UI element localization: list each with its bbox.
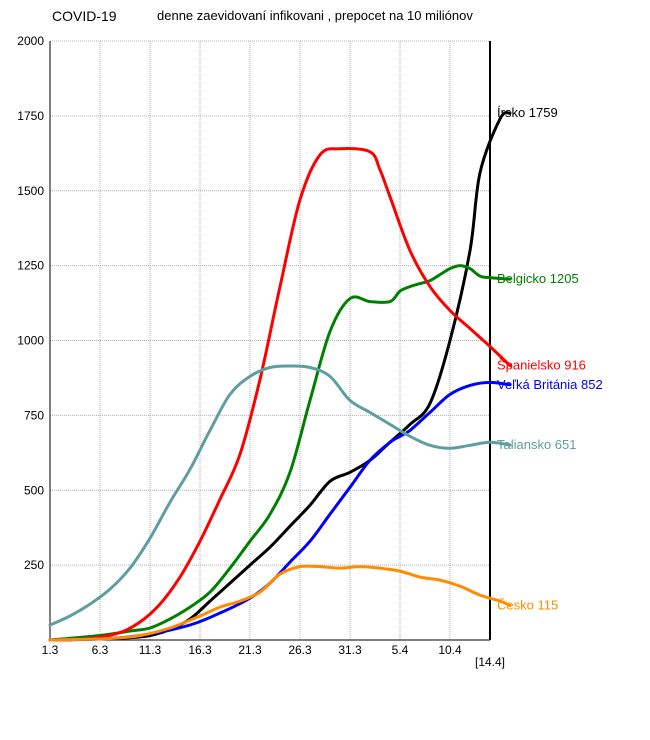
series-label-spanielsko: Španielsko 916 xyxy=(497,358,586,373)
series-label-cesko: Česko 115 xyxy=(497,598,558,613)
x-tick-label: 1.3 xyxy=(42,643,59,657)
y-tick-label: 500 xyxy=(24,483,44,497)
x-tick-label: 10.4 xyxy=(438,643,462,657)
y-tick-label: 1750 xyxy=(17,109,44,123)
chart-subtitle: denne zaevidovaní infikovani , prepocet … xyxy=(157,8,473,23)
series-line-cesko xyxy=(48,564,512,642)
x-tick-label: 11.3 xyxy=(139,643,162,657)
series-label-velka-britania: Veľká Británia 852 xyxy=(497,377,603,392)
y-tick-label: 750 xyxy=(24,408,44,422)
series-line-spanielsko xyxy=(48,147,512,642)
y-tick-label: 1500 xyxy=(17,184,44,198)
series-line-irsko xyxy=(48,111,512,642)
series-label-belgicko: Belgicko 1205 xyxy=(497,271,579,286)
y-tick-label: 1250 xyxy=(17,259,44,273)
series-label-taliansko: Taliansko 651 xyxy=(497,437,577,452)
series-line-taliansko xyxy=(48,364,512,627)
series-layer xyxy=(48,111,512,642)
axis-layer: 250 500 750 1000 1250 1500 1750 2000 1.3 6.3 11.3 1… xyxy=(17,34,505,669)
x-end-label: [14.4] xyxy=(475,655,505,669)
series-label-irsko: Írsko 1759 xyxy=(497,105,558,120)
chart-title: COVID-19 xyxy=(52,8,117,24)
series-line-velka-britania xyxy=(48,380,512,642)
x-tick-label: 21.3 xyxy=(238,643,262,657)
series-line-belgicko xyxy=(48,264,512,642)
x-tick-label: 26.3 xyxy=(288,643,312,657)
y-tick-label: 1000 xyxy=(17,334,44,348)
y-tick-label: 250 xyxy=(24,558,44,572)
x-tick-label: 31.3 xyxy=(338,643,362,657)
y-tick-label: 2000 xyxy=(17,34,44,48)
x-tick-label: 6.3 xyxy=(92,643,109,657)
x-tick-label: 5.4 xyxy=(392,643,409,657)
label-layer: Írsko 1759 Belgicko 1205 Španielsko 916 Veľ… xyxy=(497,105,603,612)
x-tick-label: 16.3 xyxy=(188,643,212,657)
